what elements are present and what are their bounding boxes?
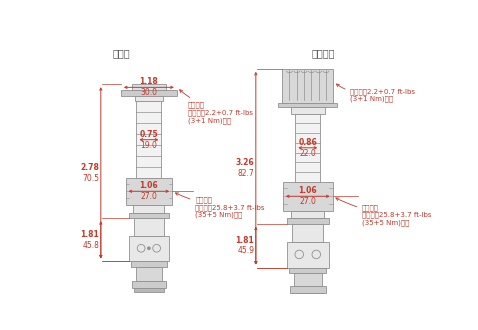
Text: 对边宽度
安装扭矩25.8+3.7 ft-lbs
(35+5 Nm)最大: 对边宽度 安装扭矩25.8+3.7 ft-lbs (35+5 Nm)最大	[336, 198, 432, 226]
Bar	[278, 103, 337, 107]
Bar	[132, 280, 166, 287]
Text: 0.86: 0.86	[298, 138, 317, 147]
Text: 高性能型: 高性能型	[312, 49, 335, 58]
Bar	[287, 218, 329, 224]
Bar	[292, 224, 323, 242]
Bar	[133, 205, 164, 213]
Bar	[294, 273, 322, 286]
Text: 对边宽度
安装扭矩25.8+3.7 ft-lbs
(35+5 Nm)最大: 对边宽度 安装扭矩25.8+3.7 ft-lbs (35+5 Nm)最大	[175, 193, 265, 218]
Text: 82.7: 82.7	[238, 169, 254, 178]
Bar	[289, 268, 326, 273]
Text: 1.81: 1.81	[80, 230, 99, 239]
Text: 45.9: 45.9	[237, 246, 254, 255]
Text: 2.78: 2.78	[80, 163, 99, 172]
Text: 70.5: 70.5	[82, 174, 99, 182]
Bar	[283, 182, 333, 211]
Text: 1.81: 1.81	[236, 236, 254, 245]
Bar	[121, 90, 177, 96]
Text: 22.0: 22.0	[299, 149, 316, 158]
Text: 1.18: 1.18	[140, 77, 158, 86]
Text: 1.06: 1.06	[298, 186, 317, 195]
Bar	[134, 218, 163, 236]
Text: 轻载型: 轻载型	[113, 49, 130, 58]
Bar	[131, 261, 167, 267]
Text: 0.75: 0.75	[140, 130, 158, 139]
Text: 30.0: 30.0	[141, 88, 157, 97]
Bar	[126, 178, 172, 205]
Bar	[129, 213, 169, 218]
Bar	[132, 84, 166, 90]
Bar	[136, 267, 162, 280]
Bar	[129, 236, 169, 261]
Bar	[295, 114, 320, 182]
Bar	[137, 101, 161, 178]
Bar	[292, 293, 323, 298]
Bar	[291, 107, 325, 114]
Bar	[134, 287, 163, 292]
Bar	[135, 96, 163, 101]
Text: 对边宽度
安装扭矩2.2+0.7 ft-lbs
(3+1 Nm)最大: 对边宽度 安装扭矩2.2+0.7 ft-lbs (3+1 Nm)最大	[180, 90, 253, 124]
Bar	[292, 211, 324, 218]
Text: 27.0: 27.0	[299, 197, 316, 207]
Bar	[282, 69, 333, 103]
Text: 45.8: 45.8	[82, 241, 99, 249]
Text: 3.26: 3.26	[236, 158, 254, 167]
Bar	[290, 286, 326, 293]
Text: 27.0: 27.0	[141, 192, 157, 201]
Circle shape	[148, 247, 150, 249]
Text: 安装扭矩2.2+0.7 ft-lbs
(3+1 Nm)最大: 安装扭矩2.2+0.7 ft-lbs (3+1 Nm)最大	[337, 84, 415, 102]
Bar	[287, 242, 329, 268]
Text: 1.06: 1.06	[140, 181, 158, 190]
Text: 19.0: 19.0	[141, 141, 157, 150]
